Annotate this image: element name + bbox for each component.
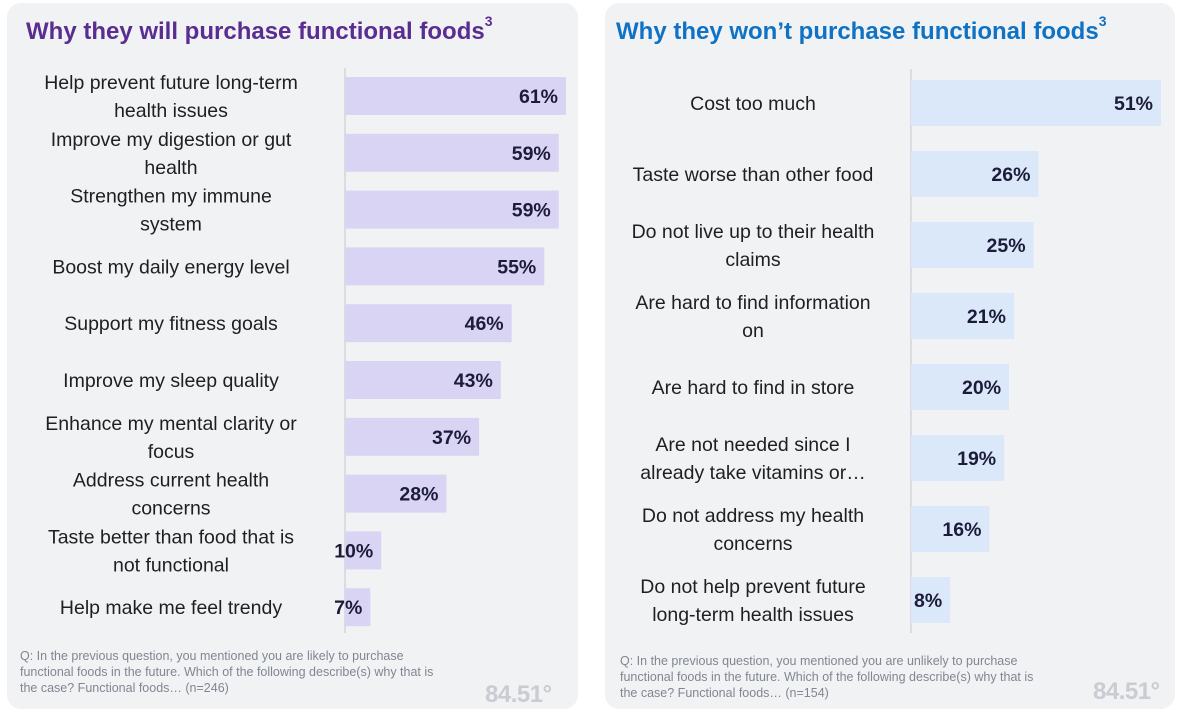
data-label: 16% (942, 519, 981, 541)
data-label: 37% (432, 427, 471, 449)
category-label: concerns (131, 498, 210, 520)
category-label: Enhance my mental clarity or (45, 413, 297, 435)
bar (345, 474, 447, 513)
category-label: health (144, 157, 197, 179)
category-label: Are hard to find information (635, 292, 870, 314)
data-label: 21% (967, 306, 1006, 328)
bar (911, 577, 951, 623)
bar (345, 304, 512, 343)
wont-purchase-chart: 51% Cost too much 26% Taste worse than othe… (632, 69, 1161, 633)
wont-purchase-title: Why they won’t purchase functional foods… (616, 13, 1107, 45)
data-label: 43% (454, 370, 493, 392)
will-purchase-footnote: Q: In the previous question, you mention… (20, 649, 434, 695)
bar (911, 222, 1034, 268)
category-label: Taste worse than other food (633, 164, 874, 186)
will-purchase-chart: 61% Help prevent future long-term health i… (44, 68, 566, 633)
will-purchase-panel: Why they will purchase functional foods3… (7, 3, 578, 709)
data-label: 59% (512, 143, 551, 165)
bar (345, 77, 566, 115)
bar (345, 133, 559, 172)
category-label: health issues (114, 100, 228, 122)
category-label: long-term health issues (652, 604, 854, 626)
wont-purchase-footnote: Q: In the previous question, you mention… (620, 654, 1034, 700)
data-label: 19% (957, 448, 996, 470)
data-label: 10% (334, 540, 373, 562)
category-label: on (742, 320, 764, 342)
bar (911, 435, 1005, 481)
data-label: 51% (1114, 93, 1153, 115)
will-purchase-title: Why they will purchase functional foods3 (26, 13, 493, 45)
category-label: Do not address my health (642, 505, 864, 527)
category-label: already take vitamins or… (640, 462, 865, 484)
bar (345, 361, 501, 399)
category-label: Are hard to find in store (652, 377, 855, 399)
wont-purchase-panel: Why they won’t purchase functional foods… (605, 3, 1175, 709)
category-label: Taste better than food that is (48, 526, 294, 548)
bar (911, 364, 1010, 410)
data-label: 46% (465, 313, 504, 335)
category-label: claims (725, 249, 781, 271)
data-label: 20% (962, 377, 1001, 399)
brand-logo: 84.51° (485, 681, 552, 708)
data-label: 55% (497, 256, 536, 278)
bar (345, 588, 371, 627)
category-label: Cost too much (690, 93, 816, 115)
data-label: 61% (519, 86, 558, 108)
bar (345, 417, 480, 456)
bar (911, 151, 1039, 197)
data-label: 26% (991, 164, 1030, 186)
data-label: 8% (914, 590, 942, 612)
data-label: 59% (512, 200, 551, 222)
category-label: focus (148, 441, 195, 463)
bar (911, 293, 1014, 339)
category-label: Strengthen my immune (70, 186, 272, 208)
category-label: Support my fitness goals (64, 313, 278, 335)
bar (345, 531, 382, 570)
category-label: Are not needed since I (655, 434, 850, 456)
category-label: Address current health (73, 470, 269, 492)
bar (911, 506, 990, 552)
data-label: 28% (399, 484, 438, 506)
brand-logo: 84.51° (1093, 678, 1160, 705)
data-label: 7% (334, 597, 362, 619)
category-label: Help prevent future long-term (44, 72, 298, 94)
category-label: Do not help prevent future (640, 576, 865, 598)
bar (345, 190, 559, 229)
category-label: Boost my daily energy level (52, 256, 289, 278)
category-label: Do not live up to their health (632, 221, 875, 243)
category-label: Improve my sleep quality (63, 370, 279, 392)
category-label: Improve my digestion or gut (51, 129, 292, 151)
bar (345, 247, 545, 286)
category-label: system (140, 214, 202, 236)
category-label: concerns (713, 533, 792, 555)
data-label: 25% (987, 235, 1026, 257)
bar (911, 80, 1161, 126)
category-label: not functional (113, 554, 229, 576)
category-label: Help make me feel trendy (60, 597, 282, 619)
